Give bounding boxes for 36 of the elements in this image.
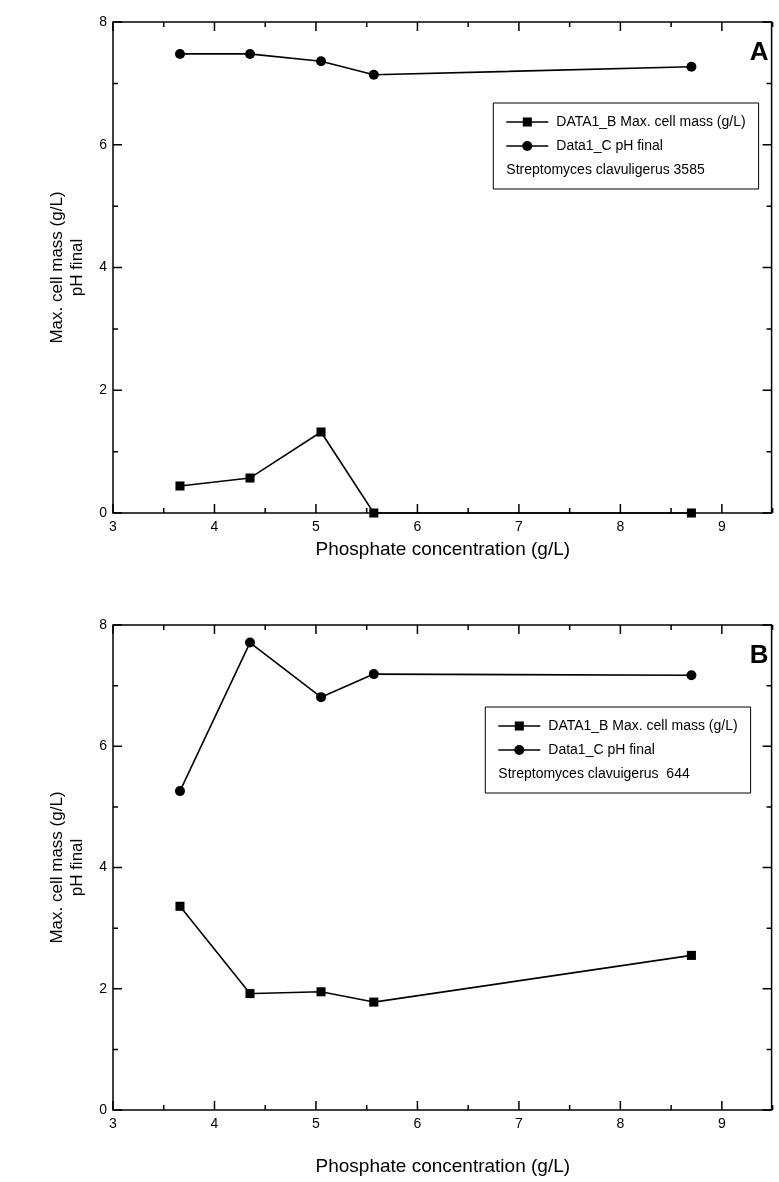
y-tick-label: 4 <box>99 858 108 875</box>
x-tick-label: 9 <box>717 518 726 535</box>
legend-title: Streptomyces clavuigerus 644 <box>498 764 690 781</box>
x-tick-label: 3 <box>109 518 118 535</box>
legend-label: DATA1_B Max. cell mass (g/L) <box>556 112 746 129</box>
y-axis-title: Max. cell mass (g/L) pH final <box>46 191 87 344</box>
x-tick-label: 3 <box>109 1115 118 1132</box>
legend-label: Data1_C pH final <box>556 136 663 153</box>
x-tick-label: 8 <box>616 1115 625 1132</box>
annotation: A <box>749 36 769 67</box>
legend-label: Data1_C pH final <box>548 740 655 757</box>
x-tick-label: 6 <box>413 518 422 535</box>
x-tick-label: 7 <box>515 1115 524 1132</box>
x-tick-label: 9 <box>717 1115 726 1132</box>
x-tick-label: 6 <box>413 1115 422 1132</box>
x-tick-label: 8 <box>616 518 625 535</box>
y-tick-label: 0 <box>99 503 108 520</box>
x-axis-title: Phosphate concentration (g/L) <box>315 1154 571 1176</box>
y-tick-label: 2 <box>99 381 108 398</box>
y-tick-label: 6 <box>99 737 108 754</box>
y-tick-label: 6 <box>99 135 108 152</box>
annotation: B <box>749 639 769 670</box>
x-tick-label: 7 <box>515 518 524 535</box>
x-tick-label: 5 <box>312 1115 321 1132</box>
x-axis-title: Phosphate concentration (g/L) <box>315 537 571 559</box>
y-axis-title: Max. cell mass (g/L) pH final <box>46 791 87 944</box>
y-tick-label: 2 <box>99 979 108 996</box>
y-tick-label: 0 <box>99 1100 108 1117</box>
x-tick-label: 5 <box>312 518 321 535</box>
x-tick-label: 4 <box>210 1115 219 1132</box>
legend-title: Streptomyces clavuligerus 3585 <box>506 160 705 177</box>
y-tick-label: 8 <box>99 615 108 632</box>
y-tick-label: 8 <box>99 12 108 29</box>
x-tick-label: 4 <box>210 518 219 535</box>
y-tick-label: 4 <box>99 258 108 275</box>
legend-label: DATA1_B Max. cell mass (g/L) <box>548 716 738 733</box>
